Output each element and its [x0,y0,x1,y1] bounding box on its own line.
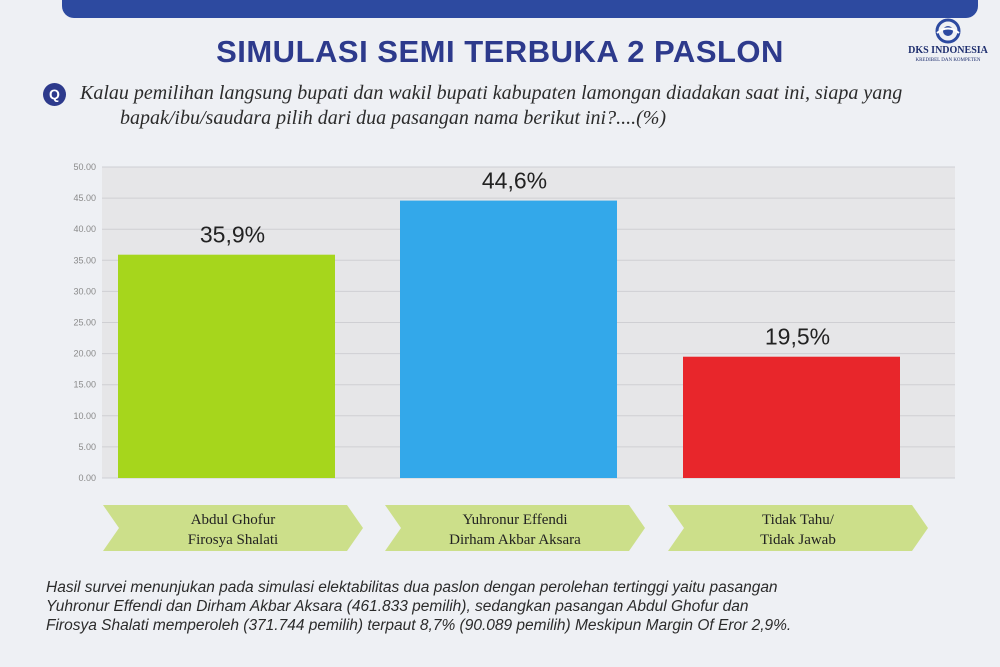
category-label-box [103,505,363,551]
logo-text: DKS INDONESIA [908,45,988,56]
x-tick-label: Dirham Akbar Aksara [449,532,581,548]
bar-chart: 0.00 5.00 10.00 15.00 20.00 25.00 30.00 35.00 40… [73,162,955,551]
data-label: 44,6% [482,168,547,194]
page-title: SIMULASI SEMI TERBUKA 2 PASLON [216,34,784,69]
y-tick-label: 20.00 [73,349,96,359]
y-tick-label: 45.00 [73,193,96,203]
y-tick-label: 30.00 [73,286,96,296]
y-tick-label: 35.00 [73,255,96,265]
x-tick-label: Tidak Jawab [760,532,836,548]
y-tick-label: 10.00 [73,411,96,421]
x-tick-label: Firosya Shalati [188,532,278,548]
data-label: 19,5% [765,324,830,350]
y-tick-label: 0.00 [78,473,96,483]
footnote: Hasil survei menunjukan pada simulasi el… [46,578,966,635]
x-tick-label: Tidak Tahu/ [762,512,835,528]
logo-icon [935,18,961,44]
x-tick-label: Abdul Ghofur [191,512,276,528]
y-tick-label: 5.00 [78,442,96,452]
y-tick-label: 25.00 [73,318,96,328]
x-tick-label: Yuhronur Effendi [462,512,567,528]
logo: DKS INDONESIA KREDIBEL DAN KOMPETEN [900,18,996,68]
y-tick-label: 15.00 [73,380,96,390]
footnote-line: Yuhronur Effendi dan Dirham Akbar Aksara… [46,598,749,615]
bar [400,200,617,478]
category-label-box [385,505,645,551]
footnote-line: Hasil survei menunjukan pada simulasi el… [46,579,778,596]
logo-subtext: KREDIBEL DAN KOMPETEN [915,58,981,63]
data-label: 35,9% [200,222,265,248]
y-tick-label: 50.00 [73,162,96,172]
category-label-box [668,505,928,551]
question-icon: Q [43,83,66,106]
question-line: bapak/ibu/saudara pilih dari dua pasanga… [120,107,667,129]
question-text: Kalau pemilihan langsung bupati dan waki… [80,81,970,131]
bar [118,254,335,478]
footnote-line: Firosya Shalati memperoleh (371.744 pemi… [46,617,792,634]
question-line: Kalau pemilihan langsung bupati dan waki… [80,82,903,104]
top-band [62,0,978,18]
y-tick-label: 40.00 [73,224,96,234]
bar [683,356,900,478]
